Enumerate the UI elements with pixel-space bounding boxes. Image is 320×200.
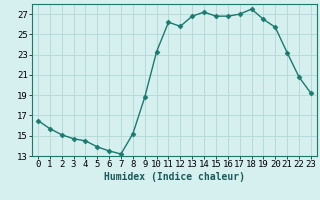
X-axis label: Humidex (Indice chaleur): Humidex (Indice chaleur) [104, 172, 245, 182]
